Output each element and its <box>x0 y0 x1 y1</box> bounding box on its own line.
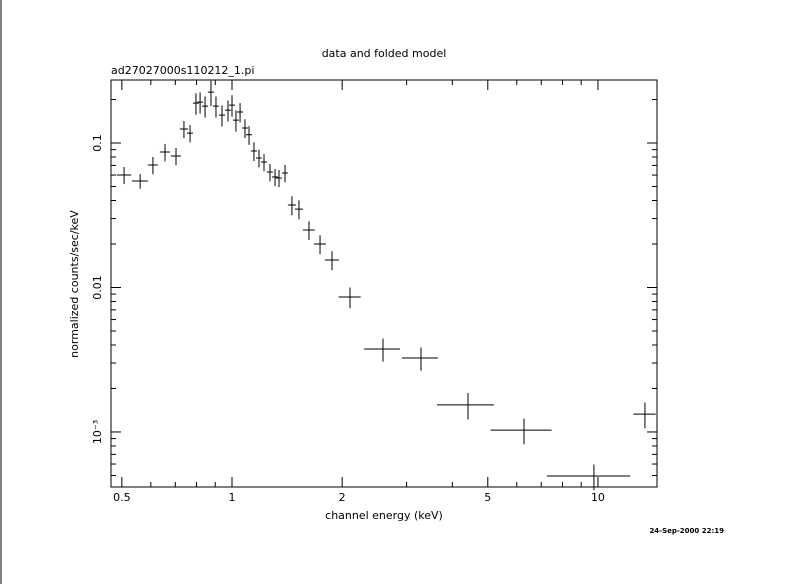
data-point <box>546 464 631 491</box>
data-point <box>179 121 188 139</box>
data-point <box>266 163 273 182</box>
data-point <box>245 126 252 145</box>
data-point <box>287 196 296 216</box>
x-tick-label: 1 <box>229 491 236 504</box>
data-point <box>225 100 231 122</box>
data-point <box>313 235 326 255</box>
x-tick-label: 0.5 <box>113 491 131 504</box>
data-point <box>364 338 400 362</box>
data-point <box>250 142 257 162</box>
x-tick-label: 2 <box>339 491 346 504</box>
y-tick-label: 10⁻³ <box>91 420 104 444</box>
y-axis-label: normalized counts/sec/keV <box>68 210 81 358</box>
data-point <box>260 154 267 172</box>
x-axis-label: channel energy (keV) <box>325 509 443 522</box>
data-point <box>237 103 244 123</box>
data-point <box>282 164 288 183</box>
x-tick-label: 5 <box>484 491 491 504</box>
y-tick-label: 0.1 <box>91 134 104 152</box>
data-point <box>324 251 339 271</box>
data-point <box>276 169 282 188</box>
data-point <box>242 119 248 139</box>
plot-frame <box>110 79 658 488</box>
data-point <box>271 168 279 187</box>
data-point <box>197 92 203 114</box>
data-point <box>228 95 236 117</box>
data-point <box>207 80 215 107</box>
data-point <box>401 347 438 371</box>
data-point <box>338 287 361 309</box>
timestamp: 24-Sep-2000 22:19 <box>649 527 724 535</box>
data-point <box>437 393 494 420</box>
data-point <box>256 149 262 168</box>
data-point <box>212 96 219 118</box>
y-tick-label: 0.01 <box>91 275 104 300</box>
data-point <box>159 143 171 162</box>
x-tick-label: 10 <box>591 491 605 504</box>
data-point <box>147 157 158 175</box>
data-point <box>187 125 194 143</box>
data-point <box>218 105 226 127</box>
data-point <box>490 418 552 445</box>
data-point <box>232 110 239 132</box>
data-point <box>170 148 181 166</box>
data-point <box>633 402 656 429</box>
chart-subtitle: ad27027000s110212_1.pi <box>111 64 254 77</box>
data-point <box>132 174 148 189</box>
data-point <box>116 166 132 185</box>
data-point <box>294 200 303 220</box>
data-point <box>202 96 209 118</box>
data-point <box>302 221 315 241</box>
chart-title: data and folded model <box>322 47 447 60</box>
data-point <box>192 93 199 115</box>
